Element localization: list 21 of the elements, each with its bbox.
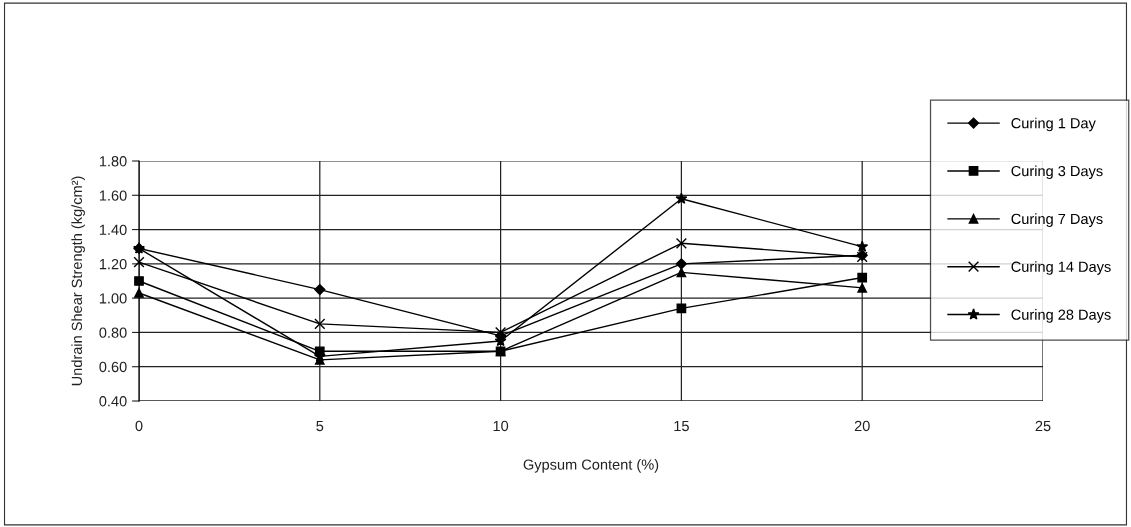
x-tick-label: 0 [135, 420, 143, 432]
y-tick-label: 0.60 [99, 361, 127, 373]
y-tick-label: 1.20 [99, 258, 127, 270]
x-tick-label: 25 [1035, 420, 1051, 432]
y-tick-label: 1.80 [99, 156, 127, 167]
legend-label: Curing 14 Days [1011, 261, 1111, 275]
x-tick-label: 10 [493, 420, 509, 432]
y-tick-label: 1.00 [99, 293, 127, 304]
x-tick-label: 15 [674, 420, 689, 432]
y-tick-label: 0.80 [99, 327, 127, 338]
y-tick-label: 0.40 [99, 396, 127, 407]
x-axis-title: Gypsum Content (%) [523, 459, 659, 473]
legend-label: Curing 1 Day [1011, 117, 1096, 132]
y-tick-label: 1.60 [99, 190, 127, 201]
x-tick-label: 5 [316, 420, 324, 432]
legend-label: Curing 7 Days [1011, 213, 1103, 227]
x-tick-label: 20 [854, 420, 870, 432]
legend-label: Curing 28 Days [1011, 309, 1111, 323]
legend-label: Curing 3 Days [1011, 165, 1103, 180]
y-tick-label: 1.40 [99, 224, 127, 235]
y-axis-title: Undrain Shear Strength (kg/cm²) [71, 176, 85, 386]
